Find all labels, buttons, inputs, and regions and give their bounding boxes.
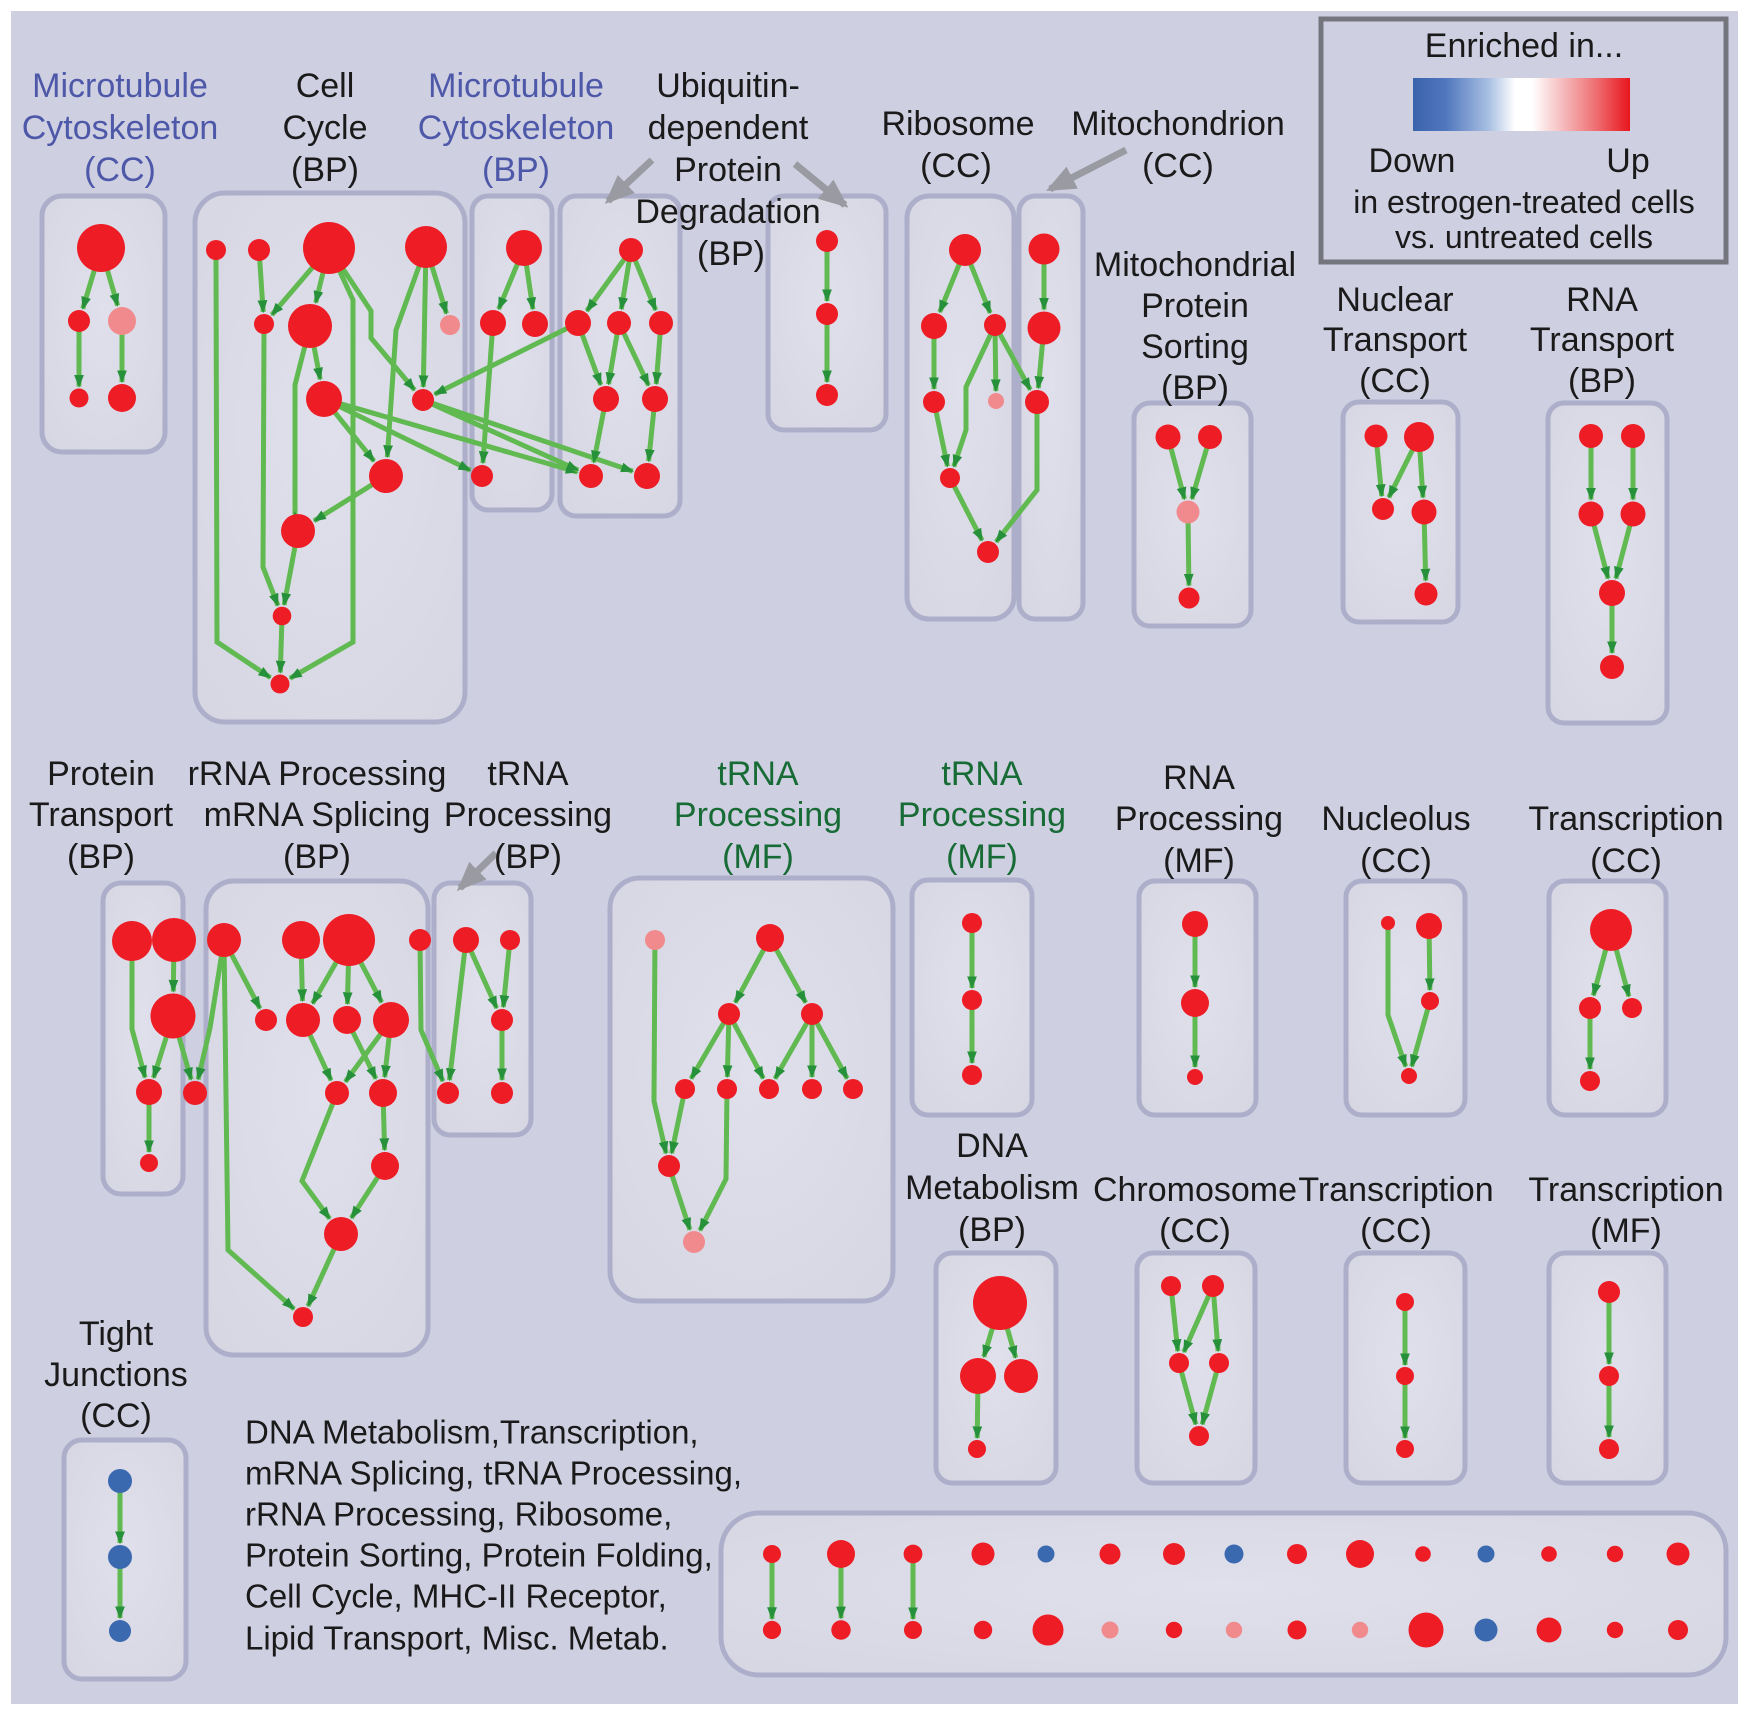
svg-text:(BP): (BP) xyxy=(283,838,351,876)
svg-text:(CC): (CC) xyxy=(1360,1212,1432,1250)
svg-text:Transport: Transport xyxy=(29,796,174,834)
svg-text:Protein: Protein xyxy=(1141,287,1249,325)
svg-text:Transcription: Transcription xyxy=(1528,800,1723,838)
svg-text:Junctions: Junctions xyxy=(44,1356,188,1394)
svg-text:Chromosome: Chromosome xyxy=(1093,1171,1297,1209)
svg-text:Microtubule: Microtubule xyxy=(428,67,604,105)
svg-text:tRNA: tRNA xyxy=(941,755,1023,793)
svg-text:Nucleolus: Nucleolus xyxy=(1321,800,1470,838)
svg-text:Cell Cycle, MHC-II Receptor,: Cell Cycle, MHC-II Receptor, xyxy=(245,1578,667,1615)
svg-text:(BP): (BP) xyxy=(291,151,359,189)
svg-text:Tight: Tight xyxy=(79,1315,154,1353)
svg-text:Transcription: Transcription xyxy=(1298,1171,1493,1209)
svg-text:(CC): (CC) xyxy=(84,151,156,189)
svg-text:vs. untreated cells: vs. untreated cells xyxy=(1395,219,1653,255)
svg-text:(MF): (MF) xyxy=(946,838,1018,876)
svg-text:(CC): (CC) xyxy=(1590,842,1662,880)
svg-text:Cytoskeleton: Cytoskeleton xyxy=(418,109,615,147)
svg-text:Cell: Cell xyxy=(296,67,355,105)
svg-text:Processing: Processing xyxy=(898,796,1066,834)
svg-text:mRNA Splicing: mRNA Splicing xyxy=(204,796,431,834)
svg-text:Mitochondrion: Mitochondrion xyxy=(1071,105,1285,143)
svg-text:Processing: Processing xyxy=(1115,800,1283,838)
svg-text:(BP): (BP) xyxy=(1161,369,1229,407)
svg-text:Enriched in...: Enriched in... xyxy=(1425,27,1623,65)
svg-text:(BP): (BP) xyxy=(697,235,765,273)
svg-text:(BP): (BP) xyxy=(482,151,550,189)
svg-text:(CC): (CC) xyxy=(1142,147,1214,185)
svg-text:Microtubule: Microtubule xyxy=(32,67,208,105)
svg-text:DNA: DNA xyxy=(956,1127,1028,1165)
svg-text:Down: Down xyxy=(1369,142,1456,180)
svg-text:(CC): (CC) xyxy=(1360,842,1432,880)
svg-text:Metabolism: Metabolism xyxy=(905,1169,1079,1207)
svg-text:rRNA Processing: rRNA Processing xyxy=(188,755,447,793)
svg-text:Transport: Transport xyxy=(1530,321,1675,359)
svg-text:(CC): (CC) xyxy=(1359,362,1431,400)
svg-text:(CC): (CC) xyxy=(920,147,992,185)
svg-text:Mitochondrial: Mitochondrial xyxy=(1094,246,1296,284)
svg-text:Processing: Processing xyxy=(444,796,612,834)
svg-text:tRNA: tRNA xyxy=(487,755,569,793)
svg-text:DNA Metabolism,Transcription,: DNA Metabolism,Transcription, xyxy=(245,1414,699,1451)
svg-text:Sorting: Sorting xyxy=(1141,328,1249,366)
svg-text:(MF): (MF) xyxy=(1163,842,1235,880)
svg-text:(MF): (MF) xyxy=(722,838,794,876)
svg-text:RNA: RNA xyxy=(1163,759,1235,797)
svg-text:Cycle: Cycle xyxy=(282,109,367,147)
svg-text:(BP): (BP) xyxy=(494,838,562,876)
svg-text:(CC): (CC) xyxy=(1159,1212,1231,1250)
svg-text:dependent: dependent xyxy=(648,109,809,147)
svg-text:mRNA Splicing, tRNA Processing: mRNA Splicing, tRNA Processing, xyxy=(245,1455,742,1492)
svg-text:(MF): (MF) xyxy=(1590,1212,1662,1250)
svg-text:Protein: Protein xyxy=(47,755,155,793)
svg-text:(CC): (CC) xyxy=(80,1397,152,1435)
svg-text:tRNA: tRNA xyxy=(717,755,799,793)
svg-text:Ubiquitin-: Ubiquitin- xyxy=(656,67,800,105)
svg-text:Protein Sorting, Protein Foldi: Protein Sorting, Protein Folding, xyxy=(245,1537,713,1574)
svg-text:Up: Up xyxy=(1606,142,1649,180)
svg-text:Nuclear: Nuclear xyxy=(1336,281,1453,319)
svg-text:Protein: Protein xyxy=(674,151,782,189)
svg-text:Processing: Processing xyxy=(674,796,842,834)
svg-text:(BP): (BP) xyxy=(958,1211,1026,1249)
svg-text:(BP): (BP) xyxy=(1568,362,1636,400)
svg-text:Ribosome: Ribosome xyxy=(881,105,1034,143)
svg-text:Lipid Transport, Misc. Metab.: Lipid Transport, Misc. Metab. xyxy=(245,1620,669,1657)
svg-text:RNA: RNA xyxy=(1566,281,1638,319)
svg-text:Degradation: Degradation xyxy=(635,193,820,231)
svg-text:in estrogen-treated cells: in estrogen-treated cells xyxy=(1353,184,1695,220)
svg-text:(BP): (BP) xyxy=(67,838,135,876)
svg-text:rRNA Processing, Ribosome,: rRNA Processing, Ribosome, xyxy=(245,1496,672,1533)
svg-text:Transport: Transport xyxy=(1323,321,1468,359)
svg-text:Transcription: Transcription xyxy=(1528,1171,1723,1209)
svg-text:Cytoskeleton: Cytoskeleton xyxy=(22,109,219,147)
